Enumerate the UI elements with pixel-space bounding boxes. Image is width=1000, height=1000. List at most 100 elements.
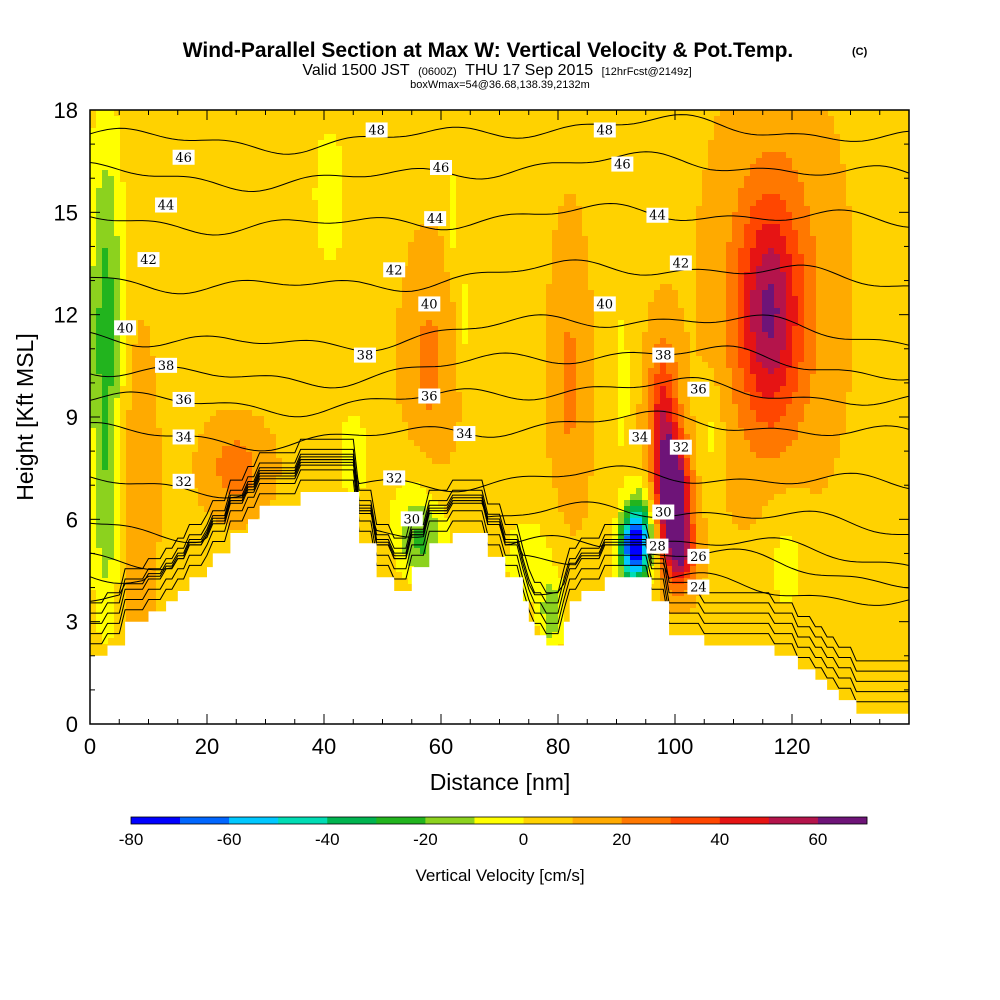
velocity-cell (252, 134, 259, 141)
velocity-cell (282, 128, 289, 135)
velocity-cell (90, 644, 97, 651)
velocity-cell (342, 272, 349, 279)
velocity-cell (318, 326, 325, 333)
velocity-cell (300, 170, 307, 177)
velocity-cell (108, 362, 115, 369)
velocity-cell (144, 266, 151, 273)
velocity-cell (354, 212, 361, 219)
velocity-cell (294, 212, 301, 219)
velocity-cell (126, 446, 133, 453)
velocity-cell (210, 404, 217, 411)
velocity-cell (114, 608, 121, 615)
velocity-cell (156, 224, 163, 231)
velocity-cell (192, 122, 199, 129)
velocity-cell (240, 290, 247, 297)
velocity-cell (252, 170, 259, 177)
velocity-cell (216, 236, 223, 243)
velocity-cell (162, 254, 169, 261)
velocity-cell (90, 428, 97, 435)
velocity-cell (150, 578, 157, 585)
velocity-cell (252, 212, 259, 219)
velocity-cell (102, 386, 109, 393)
velocity-cell (246, 410, 253, 417)
velocity-cell (252, 200, 259, 207)
velocity-cell (318, 338, 325, 345)
velocity-cell (162, 464, 169, 471)
velocity-cell (246, 314, 253, 321)
velocity-cell (222, 476, 229, 483)
velocity-cell (162, 224, 169, 231)
velocity-cell (120, 524, 127, 531)
velocity-cell (192, 500, 199, 507)
velocity-cell (138, 266, 145, 273)
velocity-cell (192, 362, 199, 369)
velocity-cell (156, 434, 163, 441)
velocity-cell (150, 416, 157, 423)
velocity-cell (138, 140, 145, 147)
velocity-cell (294, 284, 301, 291)
velocity-cell (156, 518, 163, 525)
velocity-cell (132, 260, 139, 267)
velocity-cell (180, 338, 187, 345)
velocity-cell (282, 212, 289, 219)
velocity-cell (228, 368, 235, 375)
velocity-cell (354, 440, 361, 447)
velocity-cell (306, 326, 313, 333)
velocity-cell (222, 206, 229, 213)
velocity-cell (156, 266, 163, 273)
velocity-cell (372, 140, 379, 147)
velocity-cell (96, 386, 103, 393)
velocity-cell (348, 422, 355, 429)
velocity-cell (168, 248, 175, 255)
velocity-cell (318, 476, 325, 483)
velocity-cell (264, 326, 271, 333)
velocity-cell (372, 218, 379, 225)
velocity-cell (90, 626, 97, 633)
velocity-cell (312, 392, 319, 399)
velocity-cell (168, 548, 175, 555)
velocity-cell (330, 134, 337, 141)
velocity-cell (162, 548, 169, 555)
velocity-cell (348, 242, 355, 249)
velocity-cell (348, 374, 355, 381)
velocity-cell (168, 260, 175, 267)
velocity-cell (168, 578, 175, 585)
velocity-cell (120, 494, 127, 501)
velocity-cell (150, 434, 157, 441)
velocity-cell (306, 422, 313, 429)
velocity-cell (216, 116, 223, 123)
velocity-cell (258, 122, 265, 129)
velocity-cell (174, 140, 181, 147)
velocity-cell (126, 404, 133, 411)
velocity-cell (246, 428, 253, 435)
velocity-cell (348, 470, 355, 477)
velocity-cell (162, 218, 169, 225)
velocity-cell (270, 254, 277, 261)
velocity-cell (372, 374, 379, 381)
velocity-cell (204, 380, 211, 387)
velocity-cell (180, 410, 187, 417)
velocity-cell (156, 500, 163, 507)
velocity-cell (192, 350, 199, 357)
velocity-cell (156, 194, 163, 201)
velocity-cell (90, 344, 97, 351)
velocity-cell (144, 248, 151, 255)
velocity-cell (168, 392, 175, 399)
velocity-cell (126, 524, 133, 531)
velocity-cell (264, 242, 271, 249)
velocity-cell (162, 158, 169, 165)
velocity-cell (216, 398, 223, 405)
velocity-cell (342, 146, 349, 153)
velocity-cell (294, 374, 301, 381)
velocity-cell (348, 164, 355, 171)
velocity-cell (246, 260, 253, 267)
velocity-cell (336, 326, 343, 333)
velocity-cell (324, 218, 331, 225)
velocity-cell (378, 338, 385, 345)
velocity-cell (108, 632, 115, 639)
velocity-cell (168, 242, 175, 249)
velocity-cell (330, 212, 337, 219)
velocity-cell (288, 434, 295, 441)
velocity-cell (372, 380, 379, 387)
velocity-cell (120, 548, 127, 555)
